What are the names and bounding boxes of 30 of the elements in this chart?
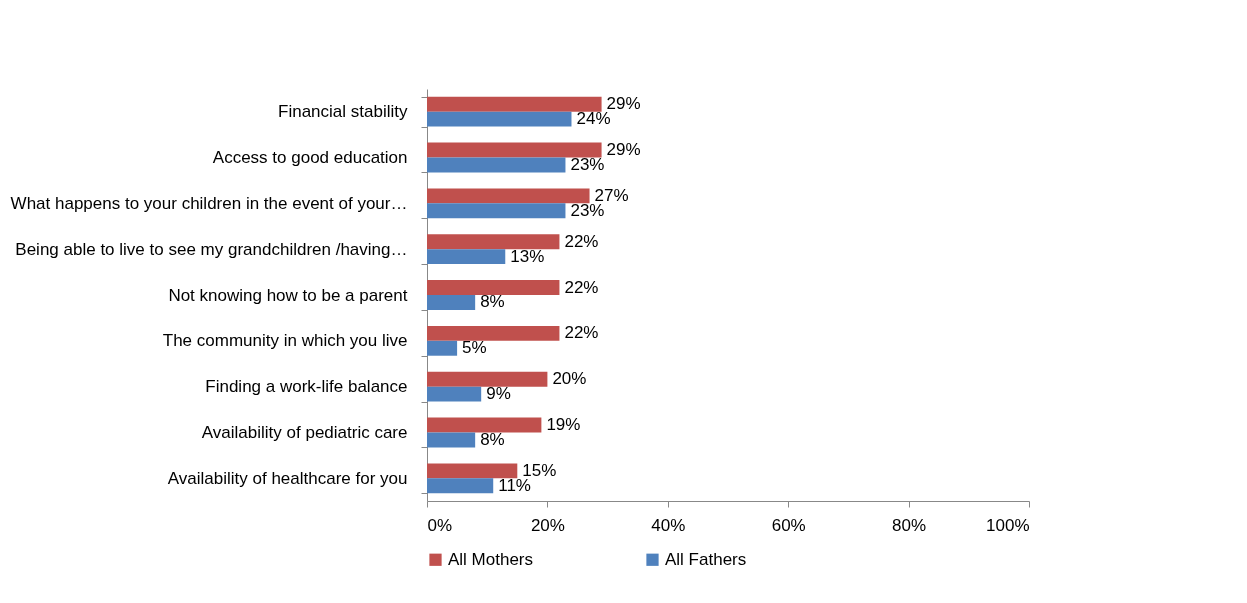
legend-label: All Fathers <box>665 549 747 569</box>
x-tick-label: 0% <box>427 515 453 535</box>
y-tick-label: Availability of healthcare for you <box>167 468 408 488</box>
data-label: 22% <box>564 277 599 297</box>
x-tick-label: 40% <box>651 515 686 535</box>
data-label: 9% <box>486 384 511 404</box>
y-tick-label: Financial stability <box>278 102 408 122</box>
data-label: 20% <box>552 369 587 389</box>
data-label: 23% <box>570 154 605 174</box>
data-label: 8% <box>480 292 505 312</box>
x-tick-label: 20% <box>530 515 565 535</box>
y-tick-label: The community in which you live <box>162 331 408 351</box>
data-label: 29% <box>606 140 641 160</box>
x-tick-label: 60% <box>771 515 806 535</box>
data-label: 24% <box>576 109 611 129</box>
data-label: 22% <box>564 231 599 251</box>
data-label: 19% <box>546 415 581 435</box>
y-tick-label: Access to good education <box>212 148 408 168</box>
x-tick-label: 80% <box>892 515 927 535</box>
x-tick-label: 100% <box>986 515 1030 535</box>
y-tick-label: What happens to your children in the event of your… <box>10 193 408 213</box>
data-label: 13% <box>510 246 545 266</box>
y-tick-label: Not knowing how to be a parent <box>168 285 408 305</box>
legend-label: All Mothers <box>448 549 534 569</box>
data-label: 8% <box>480 429 505 449</box>
y-tick-label: Availability of pediatric care <box>201 422 408 442</box>
data-label: 5% <box>462 338 487 358</box>
y-tick-label: Being able to live to see my grandchildren /having… <box>15 239 408 259</box>
data-label: 22% <box>564 323 599 343</box>
y-tick-label: Finding a work-life balance <box>205 377 408 397</box>
